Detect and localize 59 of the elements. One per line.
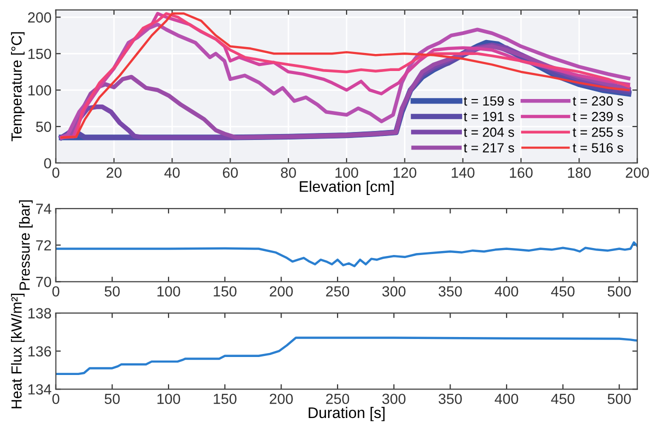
x-tick-label: 500: [608, 394, 631, 404]
x-tick-label: 20: [106, 168, 122, 178]
x-tick-label: 0: [52, 394, 60, 404]
line-series: [56, 336, 638, 376]
y-tick-label: 136: [28, 346, 52, 357]
x-tick-label: 450: [551, 286, 575, 297]
y-tick-label: 0: [44, 158, 52, 168]
x-axis-title: Duration [s]: [308, 406, 385, 422]
legend-label: t = 516 s: [572, 143, 624, 152]
y-tick-label: 72: [36, 240, 51, 250]
y-tick-label: 74: [36, 204, 52, 214]
x-tick-label: 250: [326, 394, 350, 404]
line-series: [56, 241, 638, 268]
x-tick-label: 140: [452, 168, 474, 178]
y-tick-label: 200: [28, 12, 52, 23]
x-axis-title: Elevation [cm]: [300, 180, 394, 195]
x-tick-label: 100: [157, 394, 180, 404]
x-tick-label: 250: [326, 286, 350, 297]
x-tick-label: 300: [382, 394, 406, 404]
x-tick-label: 300: [382, 286, 406, 297]
y-axis-title: Temperature [°C]: [10, 32, 25, 142]
x-tick-label: 100: [336, 168, 358, 178]
x-tick-label: 40: [164, 168, 180, 178]
x-tick-label: 0: [52, 286, 60, 297]
legend-label: t = 191 s: [464, 112, 514, 122]
legend-label: t = 159 s: [464, 96, 514, 106]
x-tick-label: 350: [438, 286, 462, 297]
x-tick-label: 50: [104, 286, 120, 297]
x-tick-label: 0: [52, 168, 60, 178]
x-tick-label: 150: [214, 394, 236, 404]
y-tick-label: 70: [36, 276, 52, 288]
legend-label: t = 204 s: [464, 128, 514, 137]
x-tick-label: 50: [104, 394, 120, 404]
x-tick-label: 350: [438, 394, 462, 404]
y-axis-title: Pressure [bar]: [19, 200, 33, 290]
x-tick-label: 200: [626, 168, 649, 178]
x-tick-label: 450: [551, 394, 575, 404]
x-tick-label: 200: [270, 394, 293, 404]
x-tick-label: 150: [214, 286, 236, 297]
x-tick-label: 60: [222, 168, 238, 178]
x-tick-label: 400: [494, 394, 518, 404]
x-tick-label: 200: [270, 286, 293, 297]
x-tick-label: 400: [494, 286, 518, 297]
x-tick-label: 180: [568, 168, 591, 178]
legend-label: t = 230 s: [572, 96, 624, 106]
y-tick-label: 100: [28, 85, 52, 96]
y-tick-label: 138: [28, 308, 52, 318]
x-tick-label: 160: [510, 168, 533, 178]
y-tick-label: 50: [36, 122, 52, 132]
y-axis-title: Heat Flux [kW/m²]: [10, 294, 25, 408]
y-tick-label: 134: [28, 384, 52, 395]
x-tick-label: 100: [157, 286, 180, 297]
legend-label: t = 255 s: [572, 128, 624, 137]
legend-label: t = 217 s: [464, 143, 514, 152]
x-tick-label: 500: [608, 286, 631, 297]
x-tick-label: 80: [280, 168, 296, 178]
x-tick-label: 120: [394, 168, 416, 178]
legend-label: t = 239 s: [572, 112, 624, 122]
y-tick-label: 150: [28, 48, 52, 60]
